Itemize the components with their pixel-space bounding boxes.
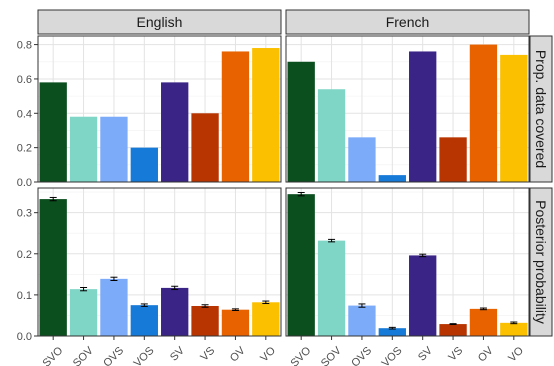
error-bar-sv (171, 285, 179, 291)
error-bar-ovs (358, 303, 366, 308)
facet-panels (37, 35, 530, 337)
y-tick-label: 0.2 (17, 143, 32, 155)
panel-border (285, 187, 530, 337)
error-bar-vos (140, 303, 148, 307)
bar-sv (161, 82, 189, 182)
x-tick-label-ovs: OVS (101, 345, 126, 366)
y-axis-prop-data-covered: 0.0 0.2 0.4 0.6 0.8 (17, 40, 38, 189)
bar-ov (469, 44, 498, 183)
y-tick-label: 0.2 (17, 249, 32, 261)
error-bar-ov (231, 308, 239, 312)
x-tick-label-svo: SVO (40, 344, 65, 366)
x-tick-label-vo: VO (258, 344, 278, 364)
bar-vo (500, 54, 528, 182)
bar-ov (221, 309, 250, 336)
x-axis-english: SVO SOV OVS VOS SV VS OV VO (40, 336, 278, 366)
bar-svo (39, 82, 67, 182)
bar-sv (161, 287, 189, 336)
x-tick-label-sov: SOV (319, 344, 344, 366)
error-bar-vos (388, 326, 396, 330)
error-bar-sov (328, 238, 336, 243)
x-tick-label-sv: SV (416, 344, 435, 363)
facet-strips: English French Prop. data covered Posterior… (37, 9, 553, 337)
bar-vos (378, 328, 406, 336)
facet-strip-posterior-probability (529, 187, 553, 337)
bar-ov (469, 308, 498, 336)
panel-border (285, 35, 530, 183)
error-bar-svo (49, 196, 57, 202)
facet-label-prop-data-covered: Prop. data covered (533, 50, 549, 168)
x-tick-label-vs: VS (446, 345, 465, 364)
bar-svo (39, 199, 67, 336)
y-tick-label: 0.1 (17, 290, 32, 302)
bar-ov (221, 51, 250, 182)
panel-prop-data-covered-english (37, 35, 282, 183)
x-axes: SVO SOV OVS VOS SV VS OV VO SVO SOV OVS VOS SV VS OV VO (40, 336, 526, 366)
panel-prop-data-covered-french (285, 35, 530, 183)
facet-label-posterior-probability: Posterior probability (533, 200, 549, 324)
y-axis-posterior-probability: 0.0 0.1 0.2 0.3 (17, 208, 38, 343)
y-tick-label: 0.6 (17, 74, 32, 86)
x-tick-label-ov: OV (228, 344, 248, 364)
bar-sv (409, 255, 437, 336)
y-axes: 0.0 0.2 0.4 0.6 0.8 0.0 0.1 0.2 0.3 (17, 40, 38, 343)
bar-svo (287, 194, 315, 336)
y-tick-label: 0.0 (17, 331, 32, 343)
facet-strip-french (285, 9, 530, 35)
error-bar-vs (449, 323, 457, 325)
error-bar-vo (262, 300, 270, 305)
bar-vs (191, 113, 219, 182)
error-bar-sv (419, 253, 427, 258)
bar-vos (378, 175, 406, 182)
bar-vo (500, 322, 528, 336)
x-tick-label-vs: VS (198, 345, 217, 364)
panel-border (37, 187, 282, 337)
error-bar-sov (80, 286, 88, 292)
panel-border (37, 35, 282, 183)
bar-ovs (100, 116, 128, 182)
bar-sov (69, 116, 98, 182)
bar-ovs (348, 305, 376, 336)
bar-vs (191, 305, 219, 336)
facet-label-french: French (386, 14, 430, 30)
bar-vos (130, 147, 158, 182)
x-tick-label-ovs: OVS (349, 345, 374, 366)
panel-posterior-probability-english (37, 187, 282, 337)
bar-ovs (100, 278, 128, 336)
bar-sv (409, 51, 437, 182)
error-bar-ovs (110, 276, 118, 281)
y-tick-label: 0.3 (17, 208, 32, 220)
facet-label-english: English (137, 14, 183, 30)
bar-sov (69, 289, 98, 336)
bar-sov (317, 89, 346, 182)
x-tick-label-svo: SVO (288, 344, 313, 366)
panel-posterior-probability-french (285, 187, 530, 337)
bar-vs (439, 137, 467, 182)
error-bar-svo (297, 192, 305, 197)
x-tick-label-sov: SOV (71, 344, 96, 366)
y-tick-label: 0.8 (17, 40, 32, 52)
bar-sov (317, 240, 346, 336)
x-axis-french: SVO SOV OVS VOS SV VS OV VO (288, 336, 526, 366)
facet-strip-prop-data-covered (529, 35, 553, 183)
y-tick-label: 0.0 (17, 177, 32, 189)
x-tick-label-vos: VOS (380, 345, 405, 366)
bar-svo (287, 61, 315, 182)
error-bar-vo (510, 321, 518, 325)
y-tick-label: 0.4 (17, 108, 32, 120)
x-tick-label-vos: VOS (132, 345, 157, 366)
error-bar-ov (479, 307, 487, 311)
bar-vo (252, 302, 280, 336)
bar-vos (130, 305, 158, 336)
bar-ovs (348, 137, 376, 182)
x-tick-label-vo: VO (506, 344, 526, 364)
facet-strip-english (37, 9, 282, 35)
error-bar-vs (201, 304, 209, 308)
x-tick-label-sv: SV (168, 344, 187, 363)
bar-vs (439, 324, 467, 336)
x-tick-label-ov: OV (476, 344, 496, 364)
bar-vo (252, 48, 280, 182)
